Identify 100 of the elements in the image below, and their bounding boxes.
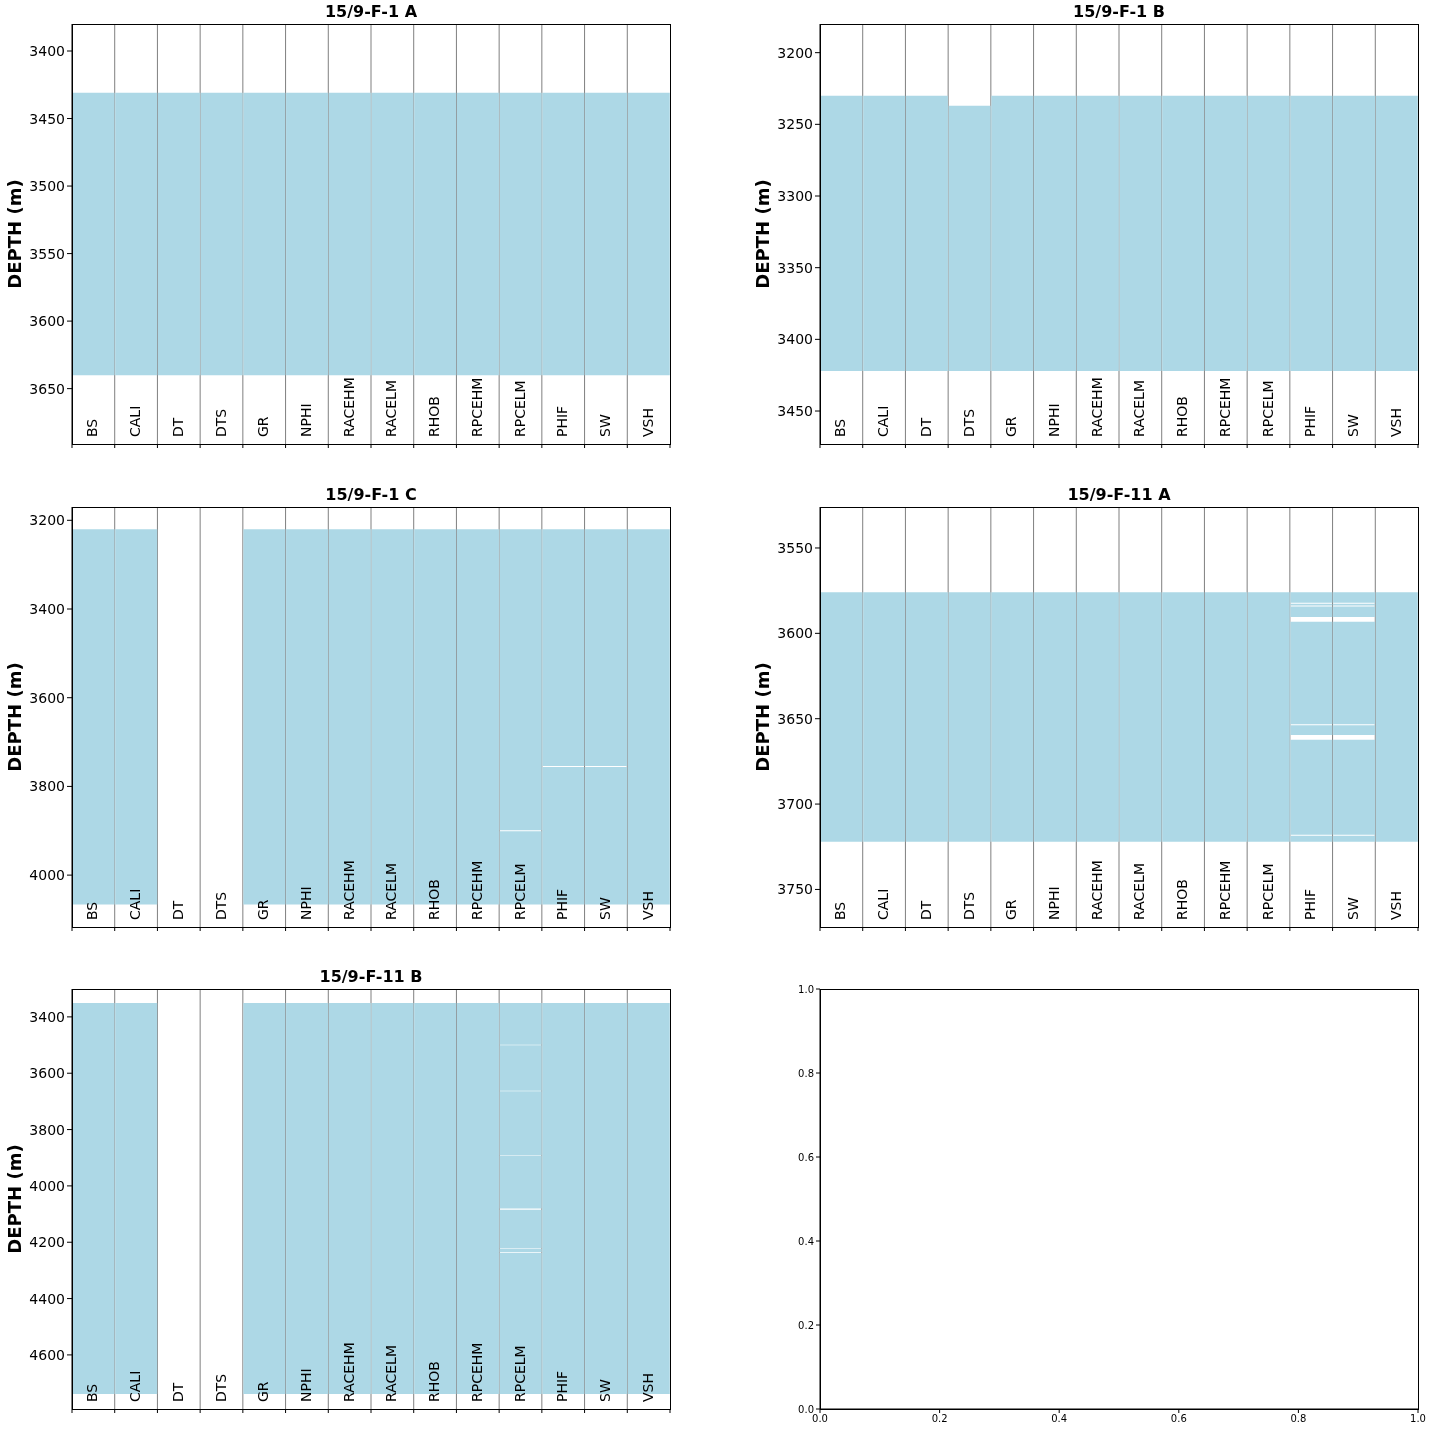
y-tick-label: 3650: [777, 710, 813, 727]
x-tick-label: RHOB: [1174, 396, 1191, 437]
x-tick-label: PHIF: [554, 405, 571, 437]
x-tick-label: VSH: [639, 1373, 656, 1402]
x-tick-label: VSH: [1387, 408, 1404, 437]
x-tick-label: CALI: [127, 1370, 144, 1402]
x-tick-label: NPHI: [297, 403, 314, 437]
x-tick-label: CALI: [875, 405, 892, 437]
y-tick-label: 0.6: [798, 1151, 814, 1163]
y-tick-label: 3200: [777, 44, 813, 61]
x-tick-label: DT: [169, 1382, 186, 1402]
y-tick-label: 4000: [29, 867, 65, 884]
y-tick-label: 4000: [29, 1177, 65, 1194]
chart-title: 15/9-F-1 C: [324, 484, 418, 506]
x-tick-label: GR: [1003, 416, 1020, 437]
x-tick-label: 0.4: [1051, 1413, 1068, 1425]
x-tick-label: SW: [1344, 414, 1361, 437]
x-tick-label: RHOB: [1174, 879, 1191, 920]
chart-title: 15/9-F-1 B: [1072, 1, 1166, 23]
chart-title: 15/9-F-11 A: [1066, 484, 1172, 506]
x-tick-label: SW: [596, 1379, 613, 1402]
x-tick-label: NPHI: [297, 886, 314, 920]
x-tick-label: RPCEHM: [1216, 860, 1233, 920]
y-tick-label: 0.8: [798, 1067, 814, 1079]
x-tick-label: NPHI: [1045, 403, 1062, 437]
y-tick-label: 3450: [29, 110, 65, 127]
x-tick-label: DTS: [212, 891, 229, 920]
x-tick-label: RPCEHM: [1216, 377, 1233, 437]
y-tick-label: 3600: [29, 689, 65, 706]
x-tick-label: PHIF: [1302, 405, 1319, 437]
x-tick-label: 0.2: [931, 1413, 948, 1425]
y-axis-title: DEPTH (m): [3, 1144, 25, 1254]
x-tick-label: RHOB: [426, 879, 443, 920]
x-tick-label: CALI: [127, 405, 144, 437]
x-tick-label: PHIF: [1302, 888, 1319, 920]
y-tick-label: 3300: [777, 187, 813, 204]
x-tick-label: NPHI: [1045, 886, 1062, 920]
y-tick-label: 3600: [29, 313, 65, 330]
x-tick-label: DTS: [212, 1373, 229, 1402]
x-tick-label: VSH: [1387, 891, 1404, 920]
x-tick-label: DT: [917, 900, 934, 920]
y-tick-label: 4400: [29, 1290, 65, 1307]
x-tick-label: 0.0: [812, 1413, 828, 1425]
y-tick-label: 3500: [29, 178, 65, 195]
y-tick-label: 3400: [29, 42, 65, 59]
x-tick-label: RACEHM: [340, 1342, 357, 1402]
y-tick-label: 3650: [29, 380, 65, 397]
x-tick-label: GR: [255, 1381, 272, 1402]
y-tick-label: 3600: [777, 625, 813, 642]
y-tick-label: 3800: [29, 1121, 65, 1138]
x-tick-label: VSH: [639, 408, 656, 437]
y-tick-label: 3400: [777, 331, 813, 348]
y-tick-label: 3400: [29, 600, 65, 617]
chart-title: 15/9-F-11 B: [318, 966, 424, 988]
x-tick-label: RACEHM: [340, 377, 357, 437]
x-tick-label: SW: [596, 414, 613, 437]
x-tick-label: NPHI: [297, 1368, 314, 1402]
y-axis-title: DEPTH (m): [3, 179, 25, 289]
x-tick-label: SW: [596, 897, 613, 920]
y-tick-label: 3800: [29, 778, 65, 795]
x-tick-label: BS: [84, 1383, 101, 1402]
x-tick-label: CALI: [127, 888, 144, 920]
x-tick-label: GR: [255, 899, 272, 920]
x-tick-label: DT: [169, 417, 186, 437]
x-tick-label: RPCEHM: [468, 860, 485, 920]
x-tick-label: 0.8: [1290, 1413, 1307, 1425]
x-tick-label: DTS: [960, 891, 977, 920]
y-tick-label: 3600: [29, 1065, 65, 1082]
y-tick-label: 0.4: [798, 1235, 814, 1247]
y-tick-label: 0.2: [798, 1319, 814, 1331]
x-tick-label: RACELM: [383, 380, 400, 437]
x-tick-label: GR: [255, 416, 272, 437]
y-axis-title: DEPTH (m): [751, 662, 773, 772]
x-tick-label: RHOB: [426, 1361, 443, 1402]
x-tick-label: RPCELM: [511, 380, 528, 437]
x-tick-label: RHOB: [426, 396, 443, 437]
y-tick-label: 3400: [29, 1008, 65, 1025]
x-tick-label: DT: [917, 417, 934, 437]
y-tick-label: 4600: [29, 1346, 65, 1363]
x-tick-label: BS: [84, 418, 101, 437]
x-tick-label: DTS: [212, 408, 229, 437]
x-tick-label: VSH: [639, 891, 656, 920]
x-tick-label: PHIF: [554, 888, 571, 920]
y-tick-label: 3550: [777, 539, 813, 556]
x-tick-label: RACELM: [383, 1345, 400, 1402]
x-tick-label: CALI: [875, 888, 892, 920]
x-tick-label: BS: [832, 901, 849, 920]
x-tick-label: RPCEHM: [468, 1342, 485, 1402]
x-tick-label: GR: [1003, 899, 1020, 920]
x-tick-label: 0.6: [1170, 1413, 1187, 1425]
x-tick-label: RACEHM: [1088, 860, 1105, 920]
x-tick-label: RPCELM: [1259, 380, 1276, 437]
y-tick-label: 3250: [777, 116, 813, 133]
y-tick-label: 3200: [29, 512, 65, 529]
y-tick-label: 3700: [777, 796, 813, 813]
x-tick-label: RACELM: [383, 863, 400, 920]
y-tick-label: 4200: [29, 1234, 65, 1251]
x-tick-label: 1.0: [1410, 1413, 1426, 1425]
y-tick-label: 3550: [29, 245, 65, 262]
y-tick-label: 3350: [777, 259, 813, 276]
